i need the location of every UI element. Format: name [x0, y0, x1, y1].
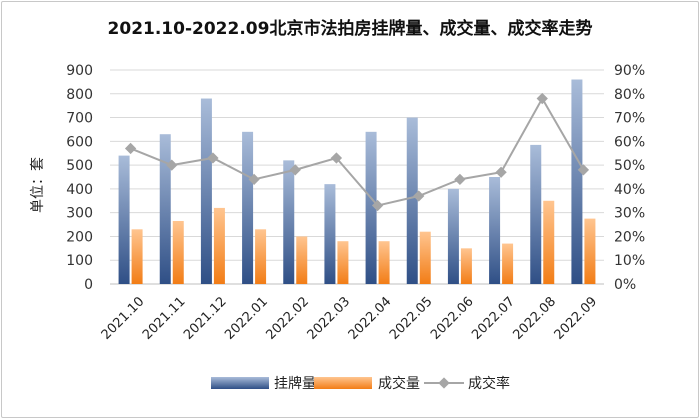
rate-line-series: [124, 92, 590, 212]
rate-point: [454, 173, 466, 186]
bar-deals: [131, 229, 143, 284]
x-axis: 2021.102021.112021.122022.012022.022022.…: [99, 294, 600, 343]
rate-point: [207, 152, 219, 164]
y-tick-label: 500: [66, 158, 93, 174]
x-tick-label: 2022.01: [222, 294, 271, 343]
x-tick-label: 2022.04: [346, 294, 395, 343]
y2-tick-label: 90%: [614, 63, 645, 79]
bar-deals: [378, 241, 390, 284]
rate-point: [413, 190, 425, 202]
x-tick-label: 2022.06: [428, 294, 477, 343]
y2-tick-label: 0%: [614, 277, 636, 293]
rate-point: [248, 173, 260, 186]
y2-tick-label: 60%: [614, 134, 645, 150]
bar-deals: [337, 241, 349, 284]
y-tick-label: 900: [66, 63, 93, 79]
gridlines: [110, 69, 604, 285]
bar-listing: [530, 144, 542, 284]
rate-point: [166, 159, 178, 171]
y-axis-right: 0% 10% 20% 30% 40% 50% 60% 70% 80% 90%: [614, 63, 645, 293]
bar-deals: [502, 243, 514, 284]
legend: 挂牌量 成交量 成交率: [211, 375, 510, 392]
x-tick-label: 2022.03: [305, 294, 354, 343]
bar-deals: [296, 236, 308, 284]
rate-point: [495, 166, 507, 178]
y-tick-label: 100: [66, 253, 93, 269]
x-tick-label: 2021.11: [140, 294, 189, 343]
y-tick-label: 200: [66, 229, 93, 245]
bar-listing: [365, 131, 377, 284]
bar-deals: [419, 231, 431, 284]
legend-swatch-listing: [211, 377, 269, 389]
y-tick-label: 300: [66, 206, 93, 222]
bar-deals: [213, 207, 225, 284]
y2-tick-label: 30%: [614, 206, 645, 222]
x-tick-label: 2022.02: [263, 294, 312, 343]
bar-listing: [447, 188, 459, 284]
y2-tick-label: 40%: [614, 182, 645, 198]
rate-point: [124, 142, 137, 155]
y2-tick-label: 80%: [614, 87, 645, 103]
bar-deals: [460, 248, 472, 284]
bar-listing: [489, 177, 501, 284]
y-tick-label: 400: [66, 182, 93, 198]
bar-listing: [200, 98, 212, 285]
rate-point: [536, 92, 548, 105]
y-axis-label: 单位：套: [30, 157, 46, 213]
y-tick-label: 700: [66, 111, 93, 127]
x-tick-label: 2021.12: [181, 294, 230, 343]
rate-point: [371, 199, 384, 212]
x-tick-label: 2022.08: [510, 294, 559, 343]
legend-marker-rate: [438, 377, 450, 389]
bar-deals: [543, 200, 555, 284]
legend-label-rate: 成交率: [468, 375, 510, 392]
x-tick-label: 2021.10: [99, 294, 148, 343]
y-tick-label: 600: [66, 134, 93, 150]
bar-listing: [159, 134, 171, 284]
y2-tick-label: 50%: [614, 158, 645, 174]
bar-listing: [406, 117, 418, 284]
y2-tick-label: 10%: [614, 253, 645, 269]
y-axis-left: 0 100 200 300 400 500 600 700 800 900: [66, 63, 93, 293]
bar-deals: [172, 220, 184, 284]
rate-line: [130, 96, 585, 207]
x-tick-label: 2022.05: [387, 294, 436, 343]
rate-point: [330, 152, 343, 164]
legend-label-deals: 成交量: [378, 375, 420, 392]
rate-point: [289, 164, 301, 176]
bar-listing: [283, 160, 295, 284]
legend-swatch-deals: [314, 377, 372, 389]
bar-listing: [324, 184, 336, 284]
y-tick-label: 800: [66, 87, 93, 103]
y2-tick-label: 20%: [614, 229, 645, 245]
rate-point: [577, 164, 590, 176]
bar-deals: [255, 229, 267, 284]
bar-listing: [118, 155, 130, 284]
legend-label-listing: 挂牌量: [274, 375, 316, 392]
bar-series: [118, 79, 596, 285]
chart-title: 2021.10-2022.09北京市法拍房挂牌量、成交量、成交率走势: [108, 18, 593, 39]
bar-listing: [242, 131, 254, 284]
bar-listing: [571, 79, 583, 284]
y-tick-label: 0: [84, 277, 93, 293]
x-tick-label: 2022.09: [552, 294, 601, 343]
y2-tick-label: 70%: [614, 111, 645, 127]
bar-deals: [584, 218, 596, 284]
x-tick-label: 2022.07: [469, 294, 518, 343]
